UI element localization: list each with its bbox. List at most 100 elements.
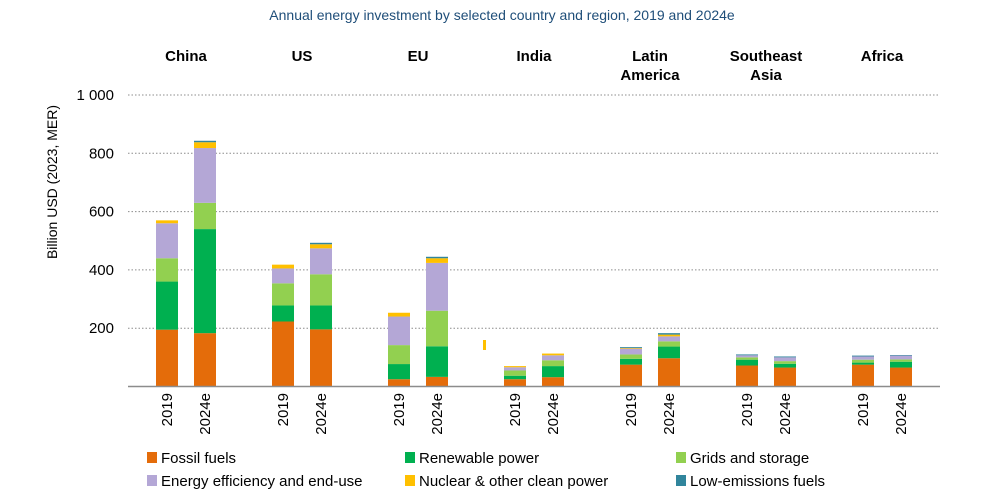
region-label: Asia — [750, 67, 782, 84]
bar-segment — [388, 364, 410, 380]
legend: Fossil fuels Renewable power Grids and sto… — [147, 450, 825, 490]
bar-segment — [194, 140, 216, 143]
bar-segment — [194, 229, 216, 334]
bar-segment — [388, 379, 410, 387]
region-label: Latin — [632, 48, 668, 65]
bar-segment — [194, 142, 216, 149]
bar-segment — [658, 334, 680, 337]
bar-segment — [542, 353, 564, 356]
bar-segment — [504, 375, 526, 380]
bar-segment — [774, 363, 796, 368]
region-label: Southeast — [730, 48, 803, 65]
bar-segment — [774, 357, 796, 362]
legend-label: Renewable power — [419, 450, 539, 467]
region-labels: China US EU India Latin America Southeast Asia A… — [165, 48, 904, 84]
x-tick-label: 2024e — [545, 393, 562, 435]
bar-segment — [426, 256, 448, 259]
x-tick-label: 2019 — [159, 393, 176, 426]
region-label: India — [516, 48, 552, 65]
x-tick-label: 2024e — [197, 393, 214, 435]
bar-segment — [658, 336, 680, 342]
y-tick-label: 400 — [89, 262, 114, 279]
bar-segment — [426, 376, 448, 387]
x-tick-label: 2019 — [623, 393, 640, 426]
bar-segment — [156, 223, 178, 259]
bar-segment — [542, 377, 564, 387]
y-tick-label: 800 — [89, 145, 114, 162]
bar-segment — [310, 244, 332, 249]
region-label: Africa — [861, 48, 904, 65]
bar-segment — [852, 355, 874, 357]
bar-segment — [736, 359, 758, 366]
bar-segment — [156, 281, 178, 330]
bar-segment — [658, 341, 680, 347]
bar-segment — [156, 258, 178, 282]
legend-swatch — [147, 452, 157, 463]
bar-segment — [272, 268, 294, 284]
bar-segment — [310, 305, 332, 330]
x-tick-label: 2019 — [275, 393, 292, 426]
bar-segment — [736, 354, 758, 356]
bar-segment — [620, 348, 642, 355]
bar-segment — [890, 355, 912, 360]
bar-segment — [272, 283, 294, 306]
bar-segment — [890, 355, 912, 356]
bar-segment — [310, 248, 332, 275]
bar-segment — [774, 356, 796, 358]
bar-segment — [426, 346, 448, 377]
bar-segment — [194, 333, 216, 387]
bar-segment — [504, 379, 526, 387]
bar-segment — [620, 354, 642, 359]
bar-segment — [388, 312, 410, 317]
bar-segment — [272, 305, 294, 322]
bar-segment — [310, 242, 332, 245]
bar-segment — [504, 370, 526, 376]
y-tick-label: 1 000 — [76, 87, 114, 104]
bar-segment — [426, 310, 448, 347]
x-tick-label: 2024e — [429, 393, 446, 435]
bar-segment — [388, 345, 410, 365]
bar-segment — [620, 348, 642, 349]
x-tick-label: 2024e — [661, 393, 678, 435]
bar-segment — [504, 366, 526, 368]
y-tick-labels: 200 400 600 800 1 000 — [76, 87, 114, 337]
bar-segment — [890, 359, 912, 362]
x-tick-label: 2019 — [391, 393, 408, 426]
x-tick-label: 2024e — [313, 393, 330, 435]
y-tick-label: 200 — [89, 320, 114, 337]
bar-segment — [774, 361, 796, 364]
bar-segment — [852, 356, 874, 360]
bar-segment — [890, 367, 912, 387]
bar-segment — [156, 329, 178, 387]
x-tick-label: 2019 — [855, 393, 872, 426]
x-tick-label: 2024e — [893, 393, 910, 435]
bar-segment — [156, 220, 178, 224]
legend-swatch — [676, 475, 686, 486]
bar-segment — [426, 262, 448, 311]
bar-segment — [658, 346, 680, 359]
bar-segment — [658, 358, 680, 387]
bar-segment — [272, 321, 294, 387]
legend-swatch — [405, 452, 415, 463]
bar-segment — [194, 202, 216, 230]
bar-segment — [774, 367, 796, 387]
bar-segment — [194, 148, 216, 203]
y-tick-label: 600 — [89, 204, 114, 221]
stray-marker — [483, 340, 486, 350]
chart-title: Annual energy investment by selected cou… — [269, 7, 735, 23]
gridlines — [128, 94, 940, 329]
y-axis-label: Billion USD (2023, MER) — [44, 105, 60, 259]
legend-swatch — [147, 475, 157, 486]
x-tick-label: 2019 — [507, 393, 524, 426]
bars — [156, 140, 912, 387]
region-label: EU — [408, 48, 429, 65]
bar-segment — [620, 358, 642, 365]
bar-segment — [426, 258, 448, 263]
legend-label: Nuclear & other clean power — [419, 473, 608, 490]
bar-segment — [890, 361, 912, 368]
legend-label: Fossil fuels — [161, 450, 236, 467]
bar-segment — [620, 347, 642, 349]
bar-segment — [736, 357, 758, 360]
region-label: China — [165, 48, 207, 65]
